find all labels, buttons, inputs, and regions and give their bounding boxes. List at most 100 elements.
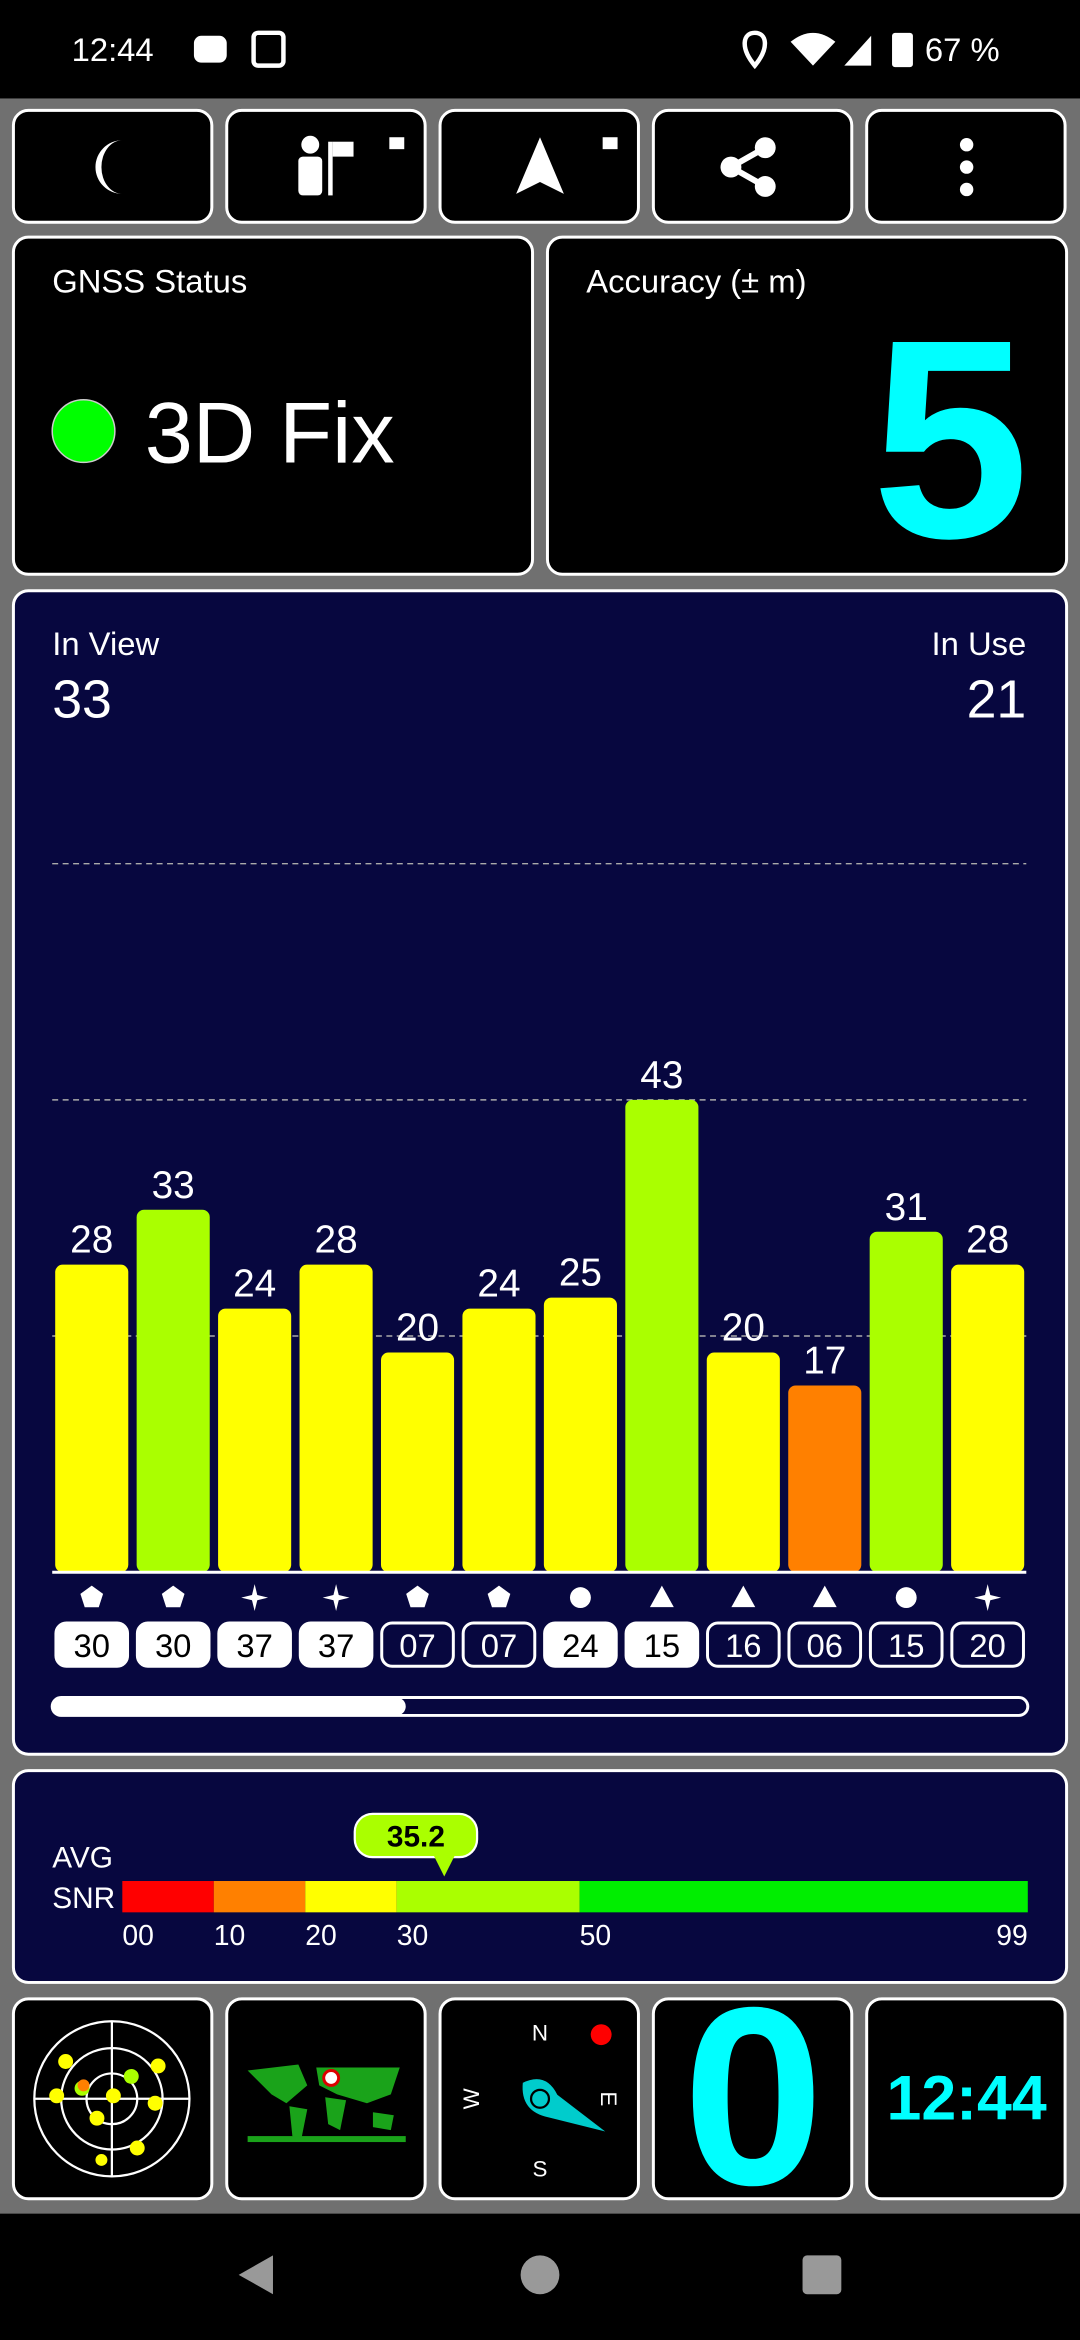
status-icon	[193, 35, 227, 63]
scrollbar-thumb[interactable]	[52, 1697, 406, 1716]
sky-dot	[49, 2088, 65, 2104]
value-label: 28	[315, 1219, 358, 1262]
sky-satellites	[49, 2054, 166, 2166]
accuracy-label: Accuracy (± m)	[586, 262, 806, 299]
value-label: 31	[885, 1186, 928, 1229]
bar	[462, 1308, 536, 1573]
continent	[289, 2106, 308, 2140]
constellation-icon	[974, 1584, 1002, 1612]
snr-average-value: 35.2	[387, 1821, 445, 1854]
in-view-label: In View	[52, 625, 159, 662]
share-icon	[754, 176, 776, 197]
in-use-label: In Use	[932, 625, 1027, 662]
constellation-icon	[161, 1585, 185, 1608]
in-view-count: 33	[52, 669, 112, 729]
constellation-icon	[649, 1585, 674, 1608]
share-icon	[754, 137, 776, 159]
clock: 12:44	[887, 2064, 1047, 2134]
snr-scale: 00 10 20 30 50 99 35.2	[122, 1812, 1028, 1952]
snr-label: SNR	[52, 1882, 115, 1915]
snr-panel	[11, 1769, 1069, 1984]
sky-dot	[95, 2153, 108, 2166]
share-icon	[720, 156, 742, 178]
value-label: 20	[396, 1307, 439, 1350]
share-button[interactable]	[651, 108, 854, 224]
signal-icon	[844, 35, 872, 66]
accuracy-value: 5	[872, 281, 1030, 598]
prn-box	[950, 1621, 1025, 1668]
gnss-status-panel	[11, 235, 535, 576]
accuracy-panel	[545, 235, 1069, 576]
back-button[interactable]	[238, 2255, 273, 2295]
bar-chart: 28 30 33 30 24 37 28 37 20 07 24 07 25 24 43 15 20 16 17 06…	[52, 1054, 1027, 1668]
prn-label: 37	[236, 1627, 272, 1664]
prn-label: 06	[807, 1627, 843, 1664]
continent	[325, 2097, 347, 2131]
continent	[372, 2112, 394, 2131]
compass-south: S	[533, 2156, 548, 2181]
recents-button[interactable]	[802, 2255, 842, 2295]
snr-tick-label: 30	[397, 1920, 429, 1952]
bar	[218, 1308, 292, 1573]
snr-tick-label: 20	[305, 1920, 337, 1952]
gnss-status-label: GNSS Status	[52, 262, 247, 299]
lock-icon	[602, 137, 618, 150]
compass-east: E	[596, 2091, 621, 2106]
fix-status: 3D Fix	[145, 385, 395, 481]
value-label: 33	[152, 1164, 195, 1207]
bar	[788, 1385, 862, 1573]
value-label: 28	[70, 1219, 113, 1262]
value-label: 28	[966, 1219, 1009, 1262]
prn-box	[135, 1621, 211, 1668]
night-mode-button[interactable]	[11, 108, 214, 224]
sky-dot	[58, 2054, 74, 2069]
prn-label: 07	[399, 1627, 435, 1664]
sky-dot	[147, 2095, 163, 2111]
snr-tick-label: 10	[214, 1920, 246, 1952]
bar	[543, 1297, 617, 1573]
person-icon	[301, 135, 320, 154]
constellation-icon	[487, 1585, 511, 1608]
continent	[247, 2136, 406, 2143]
sky-dot	[89, 2110, 105, 2126]
prn-box	[298, 1621, 374, 1668]
compass-marker	[590, 2024, 612, 2046]
sky-dot	[150, 2058, 166, 2074]
constellation-icon	[322, 1584, 350, 1612]
snr-band	[122, 1881, 214, 1913]
bar	[706, 1352, 780, 1573]
battery-level: 67 %	[925, 31, 1000, 68]
prn-box	[868, 1621, 944, 1668]
constellation-icon	[731, 1585, 756, 1608]
moon-icon	[95, 140, 123, 194]
snr-tick-label: 50	[580, 1920, 612, 1952]
home-button[interactable]	[520, 2255, 560, 2295]
prn-box	[706, 1621, 781, 1668]
constellation-icon	[80, 1585, 104, 1608]
clock-button[interactable]	[865, 1997, 1067, 2201]
prn-label: 15	[888, 1627, 924, 1664]
snr-tick-label: 99	[996, 1920, 1028, 1952]
compass-needle	[521, 2077, 610, 2134]
prn-label: 07	[481, 1627, 517, 1664]
bar	[299, 1264, 373, 1573]
constellation-icon	[895, 1587, 917, 1609]
mode-button[interactable]	[225, 108, 427, 224]
status-icon	[251, 30, 286, 68]
flag-icon	[332, 141, 354, 157]
sky-dot	[129, 2140, 145, 2156]
fix-indicator	[51, 399, 116, 464]
flag-icon	[328, 141, 333, 196]
map-location	[322, 2068, 341, 2087]
arrow-icon	[516, 137, 564, 194]
menu-dot	[959, 160, 974, 174]
snr-band	[213, 1881, 306, 1913]
prn-box	[543, 1621, 618, 1668]
compass-pivot	[529, 2088, 551, 2109]
wifi-icon	[790, 32, 836, 66]
snr-average-pointer	[433, 1855, 455, 1877]
prn-label: 30	[73, 1627, 109, 1664]
speed-button[interactable]	[651, 1997, 854, 2201]
